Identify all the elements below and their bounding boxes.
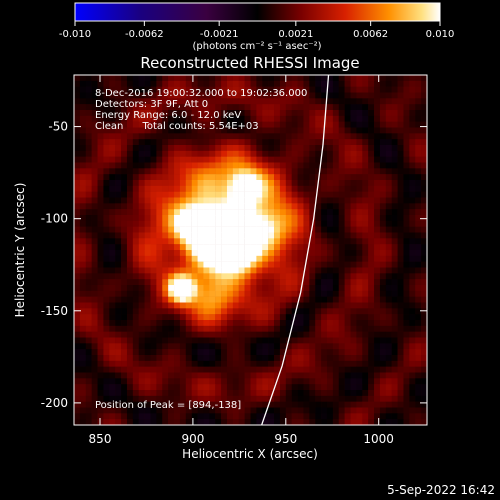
annotation-clean-counts: Clean Total counts: 5.54E+03 [95,121,259,132]
y-tick-label: -200 [41,396,68,410]
y-axis-ticks: -50 -100 -150 -200 [41,120,427,410]
heatmap-image [74,75,427,425]
colorbar-units-label: (photons cm⁻² s⁻¹ asec⁻²) [192,41,321,52]
x-tick-label: 850 [89,432,112,446]
plot-frame [73,74,428,426]
colorbar-tick-label: -0.0062 [125,29,164,40]
colorbar-tick-label: 0.010 [426,29,455,40]
x-tick-label: 900 [181,432,204,446]
x-tick-label: 950 [274,432,297,446]
y-tick-label: -50 [48,120,68,134]
annotation-energy-range: Energy Range: 6.0 - 12.0 keV [95,110,241,121]
colorbar-tick-label: 0.0021 [278,29,313,40]
colorbar [75,3,440,21]
x-axis-label: Heliocentric X (arcsec) [182,447,318,461]
y-axis-label: Heliocentric Y (arcsec) [13,183,27,318]
solar-limb [261,75,330,425]
x-axis-ticks: 850 900 950 1000 [89,75,394,446]
colorbar-tick-label: -0.0021 [200,29,239,40]
colorbar-tick-label: -0.010 [59,29,91,40]
colorbar-ticks: -0.010 -0.0062 -0.0021 0.0021 0.0062 0.010 [59,21,454,40]
plot-timestamp: 5-Sep-2022 16:42 [387,483,495,497]
annotation-peak-position: Position of Peak = [894,-138] [95,400,241,411]
annotation-detectors: Detectors: 3F 9F, Att 0 [95,99,208,110]
x-tick-label: 1000 [363,432,394,446]
chart-title: Reconstructed RHESSI Image [140,54,359,72]
annotation-time-range: 8-Dec-2016 19:00:32.000 to 19:02:36.000 [95,88,307,99]
colorbar-tick-label: 0.0062 [353,29,388,40]
colorbar-frame [74,2,441,22]
y-tick-label: -100 [41,212,68,226]
y-tick-label: -150 [41,304,68,318]
